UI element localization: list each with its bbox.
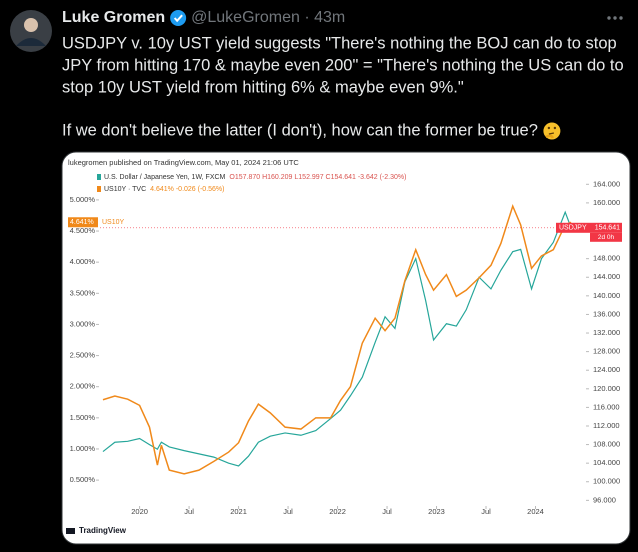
y2-tick-label: 128.000 bbox=[593, 347, 620, 356]
y2-tick-label: 148.000 bbox=[593, 254, 620, 263]
x-tick-label: 2020 bbox=[131, 507, 148, 516]
y2-tick-label: 160.000 bbox=[593, 198, 620, 207]
y-tick-label: 0.500% bbox=[70, 475, 96, 484]
countdown-bg bbox=[590, 232, 622, 242]
tv-logo-icon bbox=[66, 528, 75, 534]
y2-tick-label: 132.000 bbox=[593, 328, 620, 337]
legend-name: U.S. Dollar / Japanese Yen, 1W, FXCM bbox=[104, 174, 226, 181]
y-tick-label: 3.000% bbox=[70, 319, 96, 328]
y2-tick-label: 104.000 bbox=[593, 458, 620, 467]
chart-image[interactable] bbox=[61, 151, 631, 545]
tweet-line: If we don't believe the latter (I don't)… bbox=[62, 121, 538, 139]
tweet-line: stop 10y UST yield from hitting 6% & may… bbox=[62, 78, 464, 96]
x-tick-label: 2023 bbox=[428, 507, 445, 516]
y2-tick-label: 136.000 bbox=[593, 309, 620, 318]
y2-tick-label: 100.000 bbox=[593, 477, 620, 486]
thinking-emoji bbox=[543, 122, 561, 140]
price-tag-label: 154.641 bbox=[595, 225, 620, 232]
y2-tick-label: 108.000 bbox=[593, 440, 620, 449]
y-tick-label: 4.500% bbox=[70, 226, 96, 235]
countdown: 2d 0h bbox=[598, 234, 615, 241]
avatar-face bbox=[24, 18, 38, 32]
yield-tag-label: 4.641% bbox=[70, 219, 94, 226]
y2-tick-label: 164.000 bbox=[593, 179, 620, 188]
author-name[interactable]: Luke Gromen bbox=[62, 9, 165, 26]
verified-badge bbox=[170, 10, 187, 26]
more-menu[interactable] bbox=[607, 16, 623, 20]
chart-source: lukegromen published on TradingView.com,… bbox=[68, 158, 299, 167]
y-tick-label: 3.500% bbox=[70, 288, 96, 297]
y2-tick-label: 120.000 bbox=[593, 384, 620, 393]
x-tick-label: Jul bbox=[382, 507, 392, 516]
legend-swatch bbox=[97, 186, 101, 192]
y2-tick-label: 140.000 bbox=[593, 291, 620, 300]
y-tick-label: 2.500% bbox=[70, 351, 96, 360]
series-line bbox=[102, 210, 572, 467]
tweet-line: USDJPY v. 10y UST yield suggests "There'… bbox=[62, 34, 617, 52]
y-tick-label: 5.000% bbox=[70, 195, 96, 204]
y2-tick-label: 116.000 bbox=[593, 402, 620, 411]
y-tick-label: 1.000% bbox=[70, 444, 96, 453]
x-tick-label: Jul bbox=[481, 507, 491, 516]
x-tick-label: 2021 bbox=[230, 507, 247, 516]
legend-values: 4.641% -0.026 (-0.56%) bbox=[150, 186, 224, 193]
handle-time[interactable]: @LukeGromen · 43m bbox=[191, 9, 345, 26]
y2-tick-label: 112.000 bbox=[593, 421, 620, 430]
price-tag-name: USDJPY bbox=[559, 225, 587, 232]
x-tick-label: 2024 bbox=[527, 507, 544, 516]
legend-values: O157.870 H160.209 L152.997 C154.641 -3.6… bbox=[229, 174, 406, 181]
y2-tick-label: 144.000 bbox=[593, 272, 620, 281]
tv-logo: TradingView bbox=[79, 526, 127, 535]
y2-tick-label: 96.000 bbox=[593, 495, 616, 504]
yield-tag-name: US10Y bbox=[102, 219, 125, 226]
y-tick-label: 4.000% bbox=[70, 257, 96, 266]
avatar-suit bbox=[16, 38, 46, 46]
legend-name: US10Y · TVC bbox=[104, 186, 146, 193]
x-tick-label: 2022 bbox=[329, 507, 346, 516]
series-line bbox=[102, 203, 572, 475]
y-tick-label: 1.500% bbox=[70, 413, 96, 422]
tweet-line: JPY from hitting 170 & maybe even 200" =… bbox=[62, 56, 624, 74]
legend-swatch bbox=[97, 174, 101, 180]
y-tick-label: 2.000% bbox=[70, 382, 96, 391]
y2-tick-label: 124.000 bbox=[593, 365, 620, 374]
yield-tag bbox=[68, 217, 98, 228]
x-tick-label: Jul bbox=[184, 507, 194, 516]
price-tag bbox=[556, 222, 622, 233]
x-tick-label: Jul bbox=[283, 507, 293, 516]
